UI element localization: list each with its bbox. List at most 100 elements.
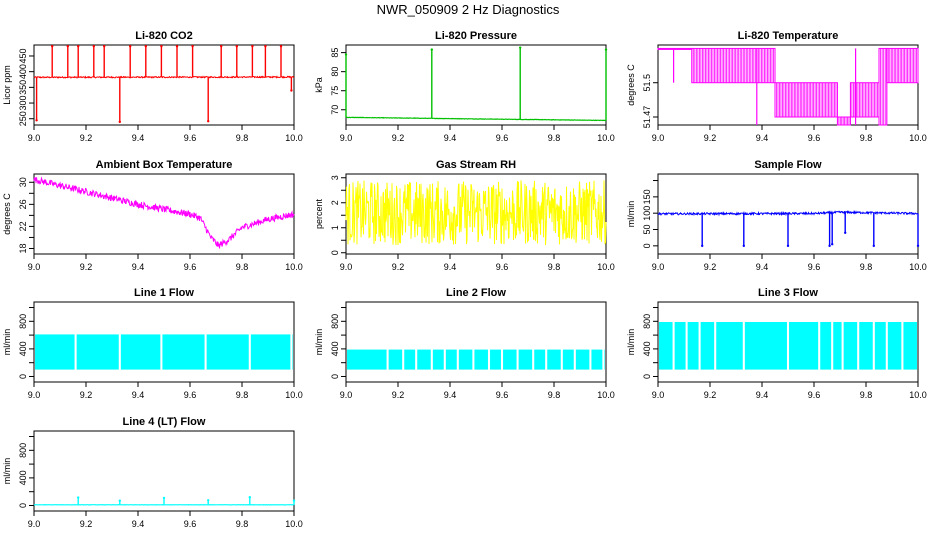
flow-block — [162, 334, 205, 370]
x-tick-label: 9.0 — [340, 262, 353, 272]
flow-block — [474, 349, 488, 370]
series-line4 — [33, 496, 296, 506]
x-tick-label: 9.0 — [340, 390, 353, 400]
chart-title: Gas Stream RH — [436, 159, 516, 171]
x-tick-label: 9.0 — [28, 262, 41, 272]
chart-title: Line 1 Flow — [134, 287, 194, 299]
plot-frame — [33, 301, 295, 383]
spike-point — [279, 45, 283, 48]
spike-point — [828, 244, 831, 248]
spike-point — [831, 243, 834, 246]
y-axis: 0 400 800 — [642, 307, 658, 379]
chart-title: Li-820 CO2 — [135, 30, 192, 42]
plot-frame — [657, 301, 919, 383]
x-tick-label: 9.2 — [704, 133, 717, 143]
chart-line1: Line 1 Flow 9.0 9.2 9.4 9.6 9.8 10.0 0 400 800 ml/… — [2, 287, 303, 400]
flow-block — [744, 322, 787, 370]
chart-rh: Gas Stream RH 9.0 9.2 9.4 9.6 9.8 10.0 0 1 2 3 perc… — [314, 159, 615, 272]
y-tick-label: 400 — [18, 341, 28, 356]
x-tick-label: 9.0 — [652, 390, 665, 400]
plot-frame — [33, 44, 295, 126]
flow-block — [903, 322, 917, 370]
x-tick-label: 9.8 — [548, 133, 561, 143]
y-tick-label: 75 — [330, 86, 340, 96]
x-tick-label: 9.8 — [236, 519, 249, 529]
y-axis-label: ml/min — [2, 329, 12, 356]
x-tick-label: 9.8 — [860, 390, 873, 400]
spike-point — [519, 46, 522, 49]
y-tick-label: 800 — [330, 314, 340, 329]
chart-title: Li-820 Temperature — [738, 30, 839, 42]
x-tick-label: 9.2 — [80, 519, 93, 529]
series-line — [33, 176, 295, 249]
x-tick-label: 9.8 — [548, 262, 561, 272]
x-axis: 9.0 9.2 9.4 9.6 9.8 10.0 — [652, 125, 927, 143]
y-tick-label: 0 — [330, 374, 340, 379]
x-tick-label: 10.0 — [285, 390, 303, 400]
spike-point — [220, 45, 223, 48]
x-tick-label: 9.4 — [756, 262, 769, 272]
flow-block — [659, 322, 673, 370]
x-axis: 9.0 9.2 9.4 9.6 9.8 10.0 — [28, 382, 303, 400]
x-tick-label: 9.4 — [132, 390, 145, 400]
flow-block — [347, 349, 387, 370]
x-tick-label: 9.4 — [444, 133, 457, 143]
y-axis-label: kPa — [314, 77, 324, 93]
y-tick-label: 70 — [330, 105, 340, 115]
y-tick-label: 400 — [18, 470, 28, 485]
spike-point — [872, 244, 875, 248]
spike-point — [66, 45, 70, 48]
x-axis: 9.0 9.2 9.4 9.6 9.8 10.0 — [652, 382, 927, 400]
y-axis: 0 400 800 — [18, 436, 34, 508]
chart-title: Line 2 Flow — [446, 287, 506, 299]
x-tick-label: 10.0 — [285, 133, 303, 143]
y-tick-label: 800 — [18, 314, 28, 329]
series-line — [33, 75, 295, 79]
spike-point — [604, 48, 608, 51]
flow-block — [575, 349, 590, 370]
x-tick-label: 9.6 — [184, 133, 197, 143]
x-tick-label: 9.4 — [132, 519, 145, 529]
series-co2 — [33, 45, 295, 124]
y-axis-label: Licor ppm — [2, 65, 12, 105]
x-tick-label: 9.4 — [444, 262, 457, 272]
flow-block — [604, 349, 605, 370]
series-line3 — [659, 322, 917, 370]
y-axis: 0 1 2 3 — [330, 175, 346, 255]
x-tick-label: 9.2 — [80, 262, 93, 272]
x-tick-label: 9.6 — [184, 390, 197, 400]
flow-block — [547, 349, 561, 370]
series-line2 — [347, 349, 605, 370]
y-tick-label: 150 — [642, 189, 652, 204]
flow-block — [120, 334, 161, 370]
flow-block — [843, 322, 858, 370]
series-sampleflow — [657, 210, 920, 248]
y-tick-label: 0 — [642, 243, 652, 248]
chart-title: Sample Flow — [754, 159, 822, 171]
x-tick-label: 9.6 — [496, 390, 509, 400]
chart-pressure: Li-820 Pressure 9.0 9.2 9.4 9.6 9.8 10.0 70 75 80… — [314, 30, 615, 143]
spike-point — [77, 45, 80, 48]
spike-point — [160, 45, 163, 48]
flow-block — [700, 322, 715, 370]
flow-block — [292, 334, 293, 370]
spike-point — [51, 45, 54, 48]
flow-block — [503, 349, 517, 370]
spike-point — [162, 496, 166, 500]
chart-title: Li-820 Pressure — [435, 30, 517, 42]
flow-block — [206, 334, 249, 370]
x-tick-label: 10.0 — [909, 262, 927, 272]
chart-title: Line 3 Flow — [758, 287, 818, 299]
x-tick-label: 9.2 — [392, 262, 405, 272]
x-axis: 9.0 9.2 9.4 9.6 9.8 10.0 — [340, 382, 615, 400]
x-tick-label: 9.8 — [236, 390, 249, 400]
x-tick-label: 9.4 — [132, 133, 145, 143]
y-tick-label: 400 — [18, 64, 28, 79]
x-axis: 9.0 9.2 9.4 9.6 9.8 10.0 — [652, 254, 927, 272]
spike-point — [35, 119, 38, 122]
y-tick-label: 85 — [330, 48, 340, 58]
spike-point — [251, 45, 254, 48]
y-axis-label: ml/min — [626, 201, 636, 228]
x-tick-label: 9.6 — [184, 262, 197, 272]
y-tick-label: 80 — [330, 67, 340, 77]
